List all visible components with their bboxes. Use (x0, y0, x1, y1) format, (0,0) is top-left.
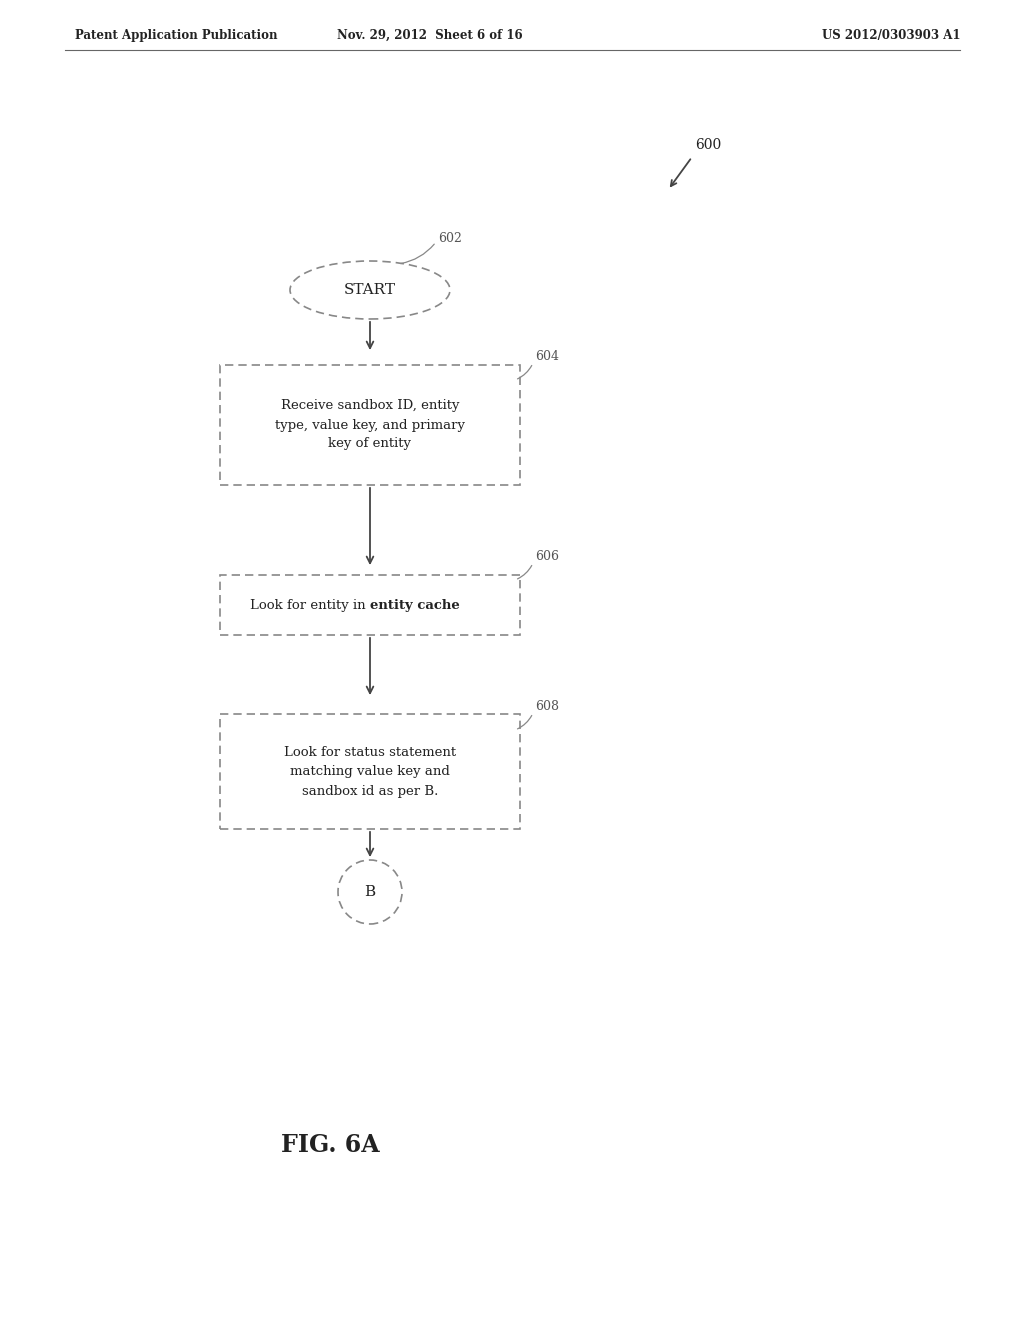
Text: START: START (344, 282, 396, 297)
Text: Receive sandbox ID, entity
type, value key, and primary
key of entity: Receive sandbox ID, entity type, value k… (275, 400, 465, 450)
Text: Look for status statement
matching value key and
sandbox id as per B.: Look for status statement matching value… (284, 747, 456, 797)
Text: Look for entity in: Look for entity in (250, 598, 370, 611)
Text: FIG. 6A: FIG. 6A (281, 1133, 379, 1158)
Text: Nov. 29, 2012  Sheet 6 of 16: Nov. 29, 2012 Sheet 6 of 16 (337, 29, 523, 41)
Text: B: B (365, 884, 376, 899)
Text: 606: 606 (535, 550, 559, 564)
Text: 608: 608 (535, 701, 559, 714)
Text: 604: 604 (535, 351, 559, 363)
Text: entity cache: entity cache (370, 598, 460, 611)
Text: 602: 602 (438, 231, 462, 244)
Text: 600: 600 (695, 139, 721, 152)
Text: Patent Application Publication: Patent Application Publication (75, 29, 278, 41)
Text: US 2012/0303903 A1: US 2012/0303903 A1 (821, 29, 961, 41)
